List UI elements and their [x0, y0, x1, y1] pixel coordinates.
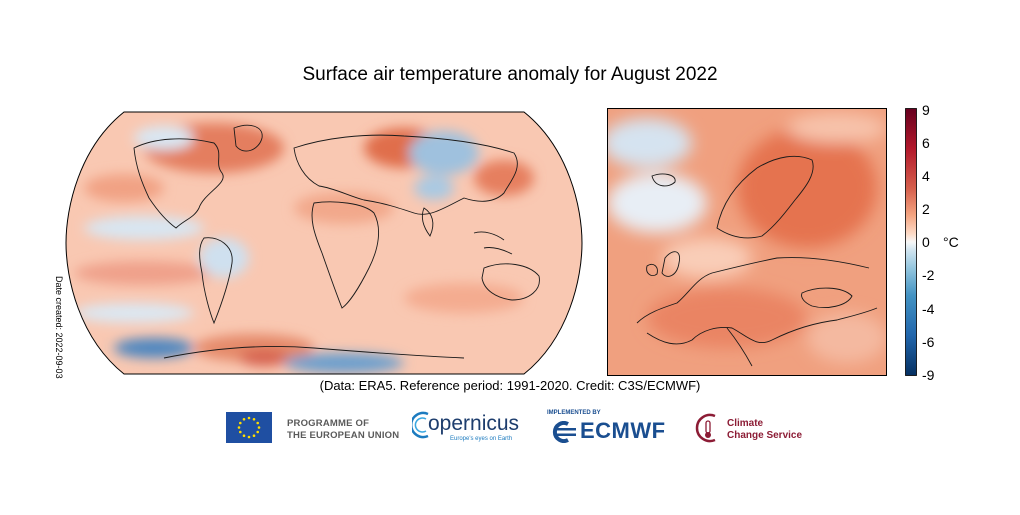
colorbar-tick: 4: [922, 168, 930, 184]
colorbar-tick: -6: [922, 334, 935, 350]
colorbar-tick: -4: [922, 301, 935, 317]
antarctica-outline: [163, 346, 465, 359]
anomaly-cool-patch: [284, 353, 404, 373]
anomaly-cool-patch: [414, 176, 454, 200]
iceland-outline: [651, 173, 676, 187]
india-outline: [421, 207, 434, 237]
colorbar-gradient: [905, 108, 917, 376]
ecmwf-name: ECMWF: [580, 418, 666, 443]
anomaly-warm-patch: [737, 128, 877, 248]
colorbar-tick: 2: [922, 201, 930, 217]
anomaly-warm-patch: [647, 288, 807, 348]
colorbar-tick: 6: [922, 135, 930, 151]
copernicus-tagline: Europe's eyes on Earth: [450, 436, 513, 442]
anomaly-warm-patch: [74, 261, 214, 285]
anomaly-warm-patch: [84, 174, 164, 202]
c3s-logo-icon: [695, 413, 716, 443]
anomaly-warm-patch: [239, 350, 289, 366]
southeast-asia-outline: [473, 231, 513, 255]
eu-flag-icon: [226, 412, 272, 443]
anomaly-warm-patch: [787, 113, 887, 143]
anomaly-cool-patch: [114, 338, 194, 358]
colorbar-tick: -9: [922, 367, 935, 383]
map-title: Surface air temperature anomaly for Augu…: [302, 64, 718, 85]
colorbar-tick: 0: [922, 234, 930, 250]
anomaly-cool-patch: [607, 173, 707, 233]
italy-outline: [726, 327, 753, 367]
global-anomaly-map: [65, 111, 583, 375]
africa-outline: [311, 201, 380, 309]
coastlines: [133, 124, 540, 359]
c3s-name: Climate Change Service: [727, 418, 803, 441]
australia-outline: [481, 263, 540, 301]
ecmwf-implemented-by: IMPLEMENTED BY: [547, 410, 601, 416]
british-isles-outline: [646, 251, 681, 277]
anomaly-cool-patch: [607, 118, 692, 168]
colorbar: [905, 108, 917, 376]
eurasia-outline: [293, 134, 518, 215]
greenland-outline: [233, 124, 263, 152]
black-sea-outline: [801, 287, 853, 308]
copernicus-name: opernicus: [428, 412, 520, 435]
scandinavia-outline: [716, 155, 814, 239]
anomaly-warm-patch: [474, 160, 534, 196]
south-america-outline: [199, 237, 233, 325]
anomaly-cool-patch: [409, 131, 479, 175]
anomaly-cool-patch: [199, 238, 249, 278]
eu-programme-text: PROGRAMME OF THE EUROPEAN UNION: [287, 418, 400, 441]
europe-map-border: [607, 108, 887, 376]
anomaly-warm-patch: [807, 313, 887, 363]
colorbar-tick: 9: [922, 102, 930, 118]
anomaly-cool-patch: [74, 303, 194, 323]
anomaly-cool-patch: [134, 126, 194, 150]
north-america-outline: [133, 138, 224, 229]
anomaly-cool-patch: [84, 216, 204, 240]
date-created: Date created: 2022-09-03: [54, 276, 64, 379]
anomaly-warm-patch: [662, 238, 752, 278]
anomaly-warm-patch: [294, 192, 394, 224]
colorbar-unit: °C: [943, 234, 959, 250]
anomaly-warm-patch: [404, 283, 524, 313]
world-map-border: [65, 111, 583, 375]
data-credit: (Data: ERA5. Reference period: 1991-2020…: [319, 378, 701, 393]
copernicus-logo-icon: [412, 411, 429, 439]
ecmwf-logo-icon: [552, 421, 576, 443]
colorbar-tick: -2: [922, 267, 935, 283]
mainland-outline: [636, 257, 878, 345]
europe-anomaly-map: [607, 108, 887, 376]
europe-coastlines: [636, 155, 878, 367]
logo-strip: PROGRAMME OF THE EUROPEAN UNION opernicu…: [0, 406, 1020, 456]
